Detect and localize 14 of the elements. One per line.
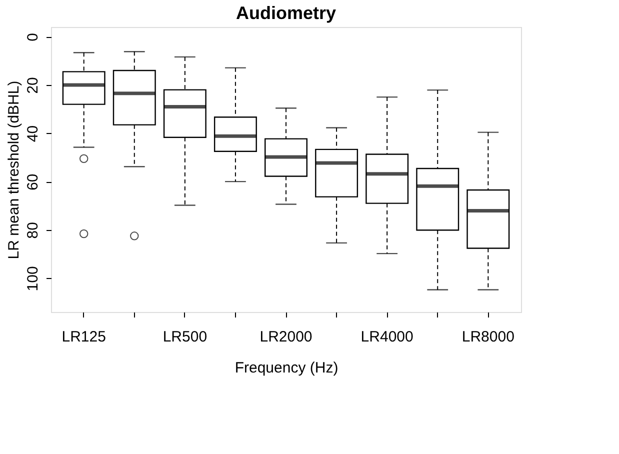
- y-tick-label: 20: [24, 77, 42, 94]
- y-tick-label: 80: [24, 222, 42, 239]
- x-tick-label: LR8000: [462, 328, 514, 346]
- x-tick-label: LR4000: [360, 328, 414, 346]
- y-tick-label: 100: [24, 266, 42, 292]
- y-tick-label: 60: [24, 174, 42, 190]
- chart-title: Audiometry: [236, 3, 336, 23]
- y-tick-label: 0: [24, 32, 42, 42]
- x-axis-title: Frequency (Hz): [234, 360, 338, 376]
- y-tick-label: 40: [24, 125, 42, 142]
- y-axis-title: LR mean threshold (dBHL): [6, 80, 22, 260]
- x-tick-label: LR500: [162, 328, 208, 346]
- x-tick-label: LR125: [62, 328, 106, 346]
- x-tick-label: LR2000: [260, 328, 312, 346]
